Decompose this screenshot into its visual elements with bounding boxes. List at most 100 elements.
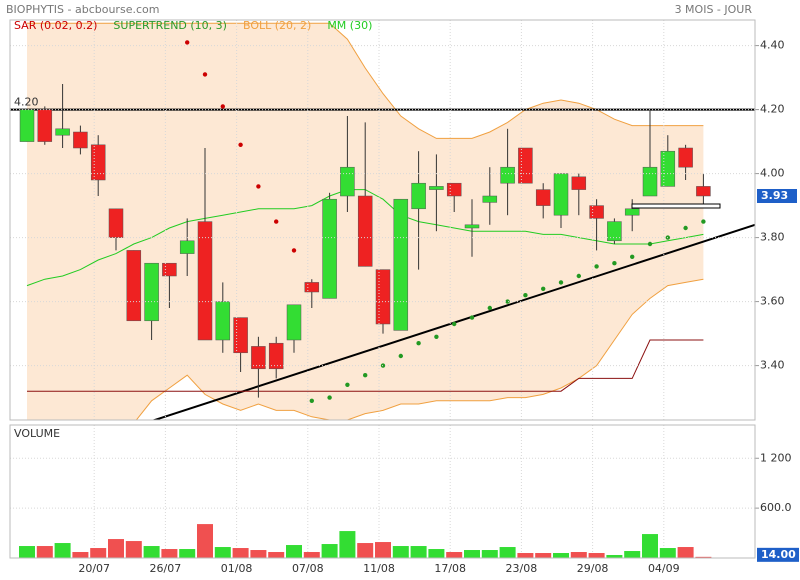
volume-bar [357, 543, 374, 558]
volume-bar [268, 552, 285, 558]
candle-body [37, 109, 53, 142]
resistance-label: 4.20 [14, 96, 39, 109]
volume-bar [606, 555, 623, 558]
price-plot [10, 22, 755, 420]
volume-bar [125, 541, 142, 558]
sar-dot [576, 273, 581, 279]
sar-dot [416, 341, 421, 346]
candle-body [162, 262, 177, 277]
last-volume-box [757, 547, 799, 562]
candle-body [304, 282, 320, 293]
candle-body [268, 342, 284, 370]
candle-body [322, 198, 337, 299]
candle-body [518, 147, 533, 184]
candle-body [571, 176, 587, 190]
sar-dot [327, 395, 332, 400]
band-upper [27, 22, 704, 139]
volume-bar [517, 553, 534, 558]
candle-body [678, 147, 693, 168]
candle-body [553, 173, 569, 216]
sar-dot [594, 264, 599, 269]
candle-body [393, 198, 409, 331]
volume-bar [143, 546, 160, 558]
candle-body [126, 250, 142, 322]
volume-bar [286, 545, 302, 558]
last-volume-label: 14.00 [761, 548, 796, 561]
volume-bar [36, 546, 53, 558]
sar-dot [701, 219, 706, 224]
y-tick-label: 4.20 [760, 103, 785, 116]
candle-body [429, 186, 444, 190]
indicator-line [27, 339, 704, 392]
volume-bar [214, 547, 231, 558]
candle-body [251, 346, 266, 370]
volume-bar [588, 553, 605, 558]
candle-body [642, 166, 658, 197]
last-price-box [757, 189, 797, 203]
sar-dot [345, 382, 350, 387]
x-tick-label: 26/07 [150, 562, 182, 575]
candle-body [624, 208, 640, 216]
y-tick-label: 1 200 [760, 451, 792, 464]
candle-body [286, 304, 302, 341]
price-frame [9, 19, 756, 421]
volume-bar [108, 539, 124, 558]
candle-body [19, 109, 35, 142]
candle-body [607, 221, 622, 242]
legend-entry: BOLL (20, 2) [243, 19, 311, 32]
volume-bar [464, 550, 480, 558]
volume-bar [161, 549, 178, 558]
volume-title: VOLUME [14, 427, 60, 440]
candle-body [411, 182, 426, 210]
volume-bar [303, 552, 320, 558]
sar-dot [487, 305, 492, 311]
volume-bar [72, 552, 89, 558]
candle-body [340, 166, 355, 197]
volume-bar [179, 549, 196, 558]
sar-dot [630, 254, 635, 259]
y-tick-label: 4.40 [760, 39, 785, 52]
volume-bar [54, 543, 71, 558]
sar-dot [452, 321, 457, 327]
volume-bar [553, 553, 569, 558]
y-tick-label: 3.60 [760, 295, 785, 308]
sar-dot [291, 248, 297, 253]
y-tick-label: 4.00 [760, 167, 785, 180]
band-lower [135, 278, 704, 420]
overlay: 3.40 3.60 3.80 4.00 4.20 4.40 20/07 26/07 01/08 0… [10, 19, 799, 575]
sar-dot [647, 241, 653, 247]
x-tick-label: 04/09 [648, 562, 680, 575]
x-tick-label: 17/08 [434, 562, 466, 575]
x-tick-label: 07/08 [292, 562, 324, 575]
volume-bar [250, 550, 267, 558]
candle-body [696, 186, 711, 197]
volume-bar [624, 551, 641, 558]
y-tick-label: 600.0 [760, 501, 792, 514]
x-tick-label: 01/08 [221, 562, 253, 575]
sar-dot [434, 334, 439, 339]
volume-bar [570, 552, 587, 558]
volume-bar [410, 546, 427, 558]
volume-bar [499, 547, 516, 558]
sar-dot [523, 293, 528, 298]
candle-body [446, 182, 462, 197]
sar-dot [469, 315, 475, 320]
volume-bar [695, 556, 712, 558]
volume-bar [321, 544, 338, 558]
volume-bar [642, 534, 658, 558]
sar-dot [238, 142, 243, 147]
legend-entry: MM (30) [327, 19, 372, 32]
sar-dot [274, 219, 279, 224]
candle-body [535, 189, 551, 206]
sar-dot [309, 398, 314, 403]
candle-body [482, 195, 498, 203]
candle-body [357, 195, 373, 267]
chart-subtitle: 3 MOIS - JOUR [675, 3, 753, 16]
y-tick-label: 3.80 [760, 231, 785, 244]
sar-dot [558, 280, 564, 285]
legend-entry: SUPERTREND (10, 3) [113, 19, 227, 32]
volume-bar [392, 546, 409, 558]
volume-bar [19, 546, 35, 558]
volume-bar [90, 548, 107, 558]
price-marker [631, 203, 721, 209]
